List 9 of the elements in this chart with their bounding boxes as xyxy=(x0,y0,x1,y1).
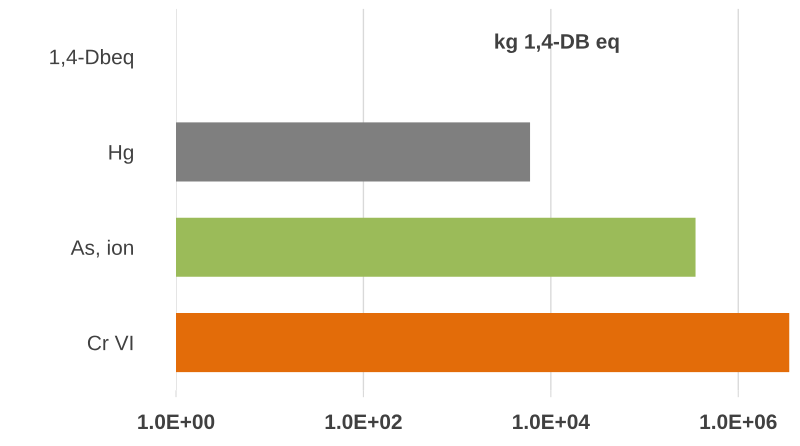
x-tick-label: 1.0E+02 xyxy=(326,414,402,430)
y-tick-label: 1,4-Dbeq xyxy=(50,49,134,68)
annotation: kg 1,4-DB eq xyxy=(495,33,619,53)
y-tick-label: Hg xyxy=(109,145,133,164)
y-tick-label: Cr VI xyxy=(88,336,132,350)
x-tick-label: 1.0E+00 xyxy=(138,414,214,430)
x-tick-label: 1.0E+04 xyxy=(513,414,590,430)
x-tick-label: 1.0E+06 xyxy=(700,414,777,430)
y-tick-label: As, ion xyxy=(70,240,133,258)
